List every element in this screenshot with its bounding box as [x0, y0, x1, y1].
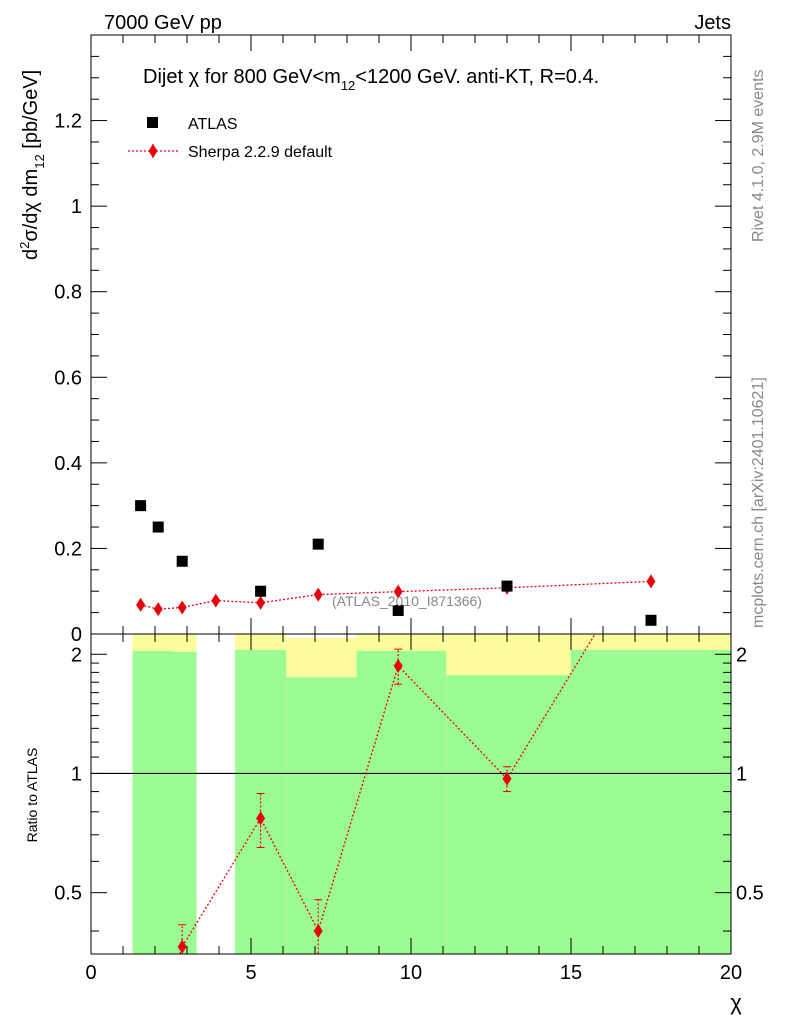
ratio-band-inner	[571, 650, 731, 954]
legend-sherpa-marker	[148, 144, 158, 158]
main-ytick-label: 0.8	[54, 282, 82, 304]
sherpa-point	[153, 602, 163, 617]
header-process-label: Jets	[694, 12, 731, 34]
ratio-band-inner	[446, 675, 571, 954]
main-title-part-1: Dijet χ for 800 GeV<m	[143, 66, 341, 88]
sherpa-point	[136, 597, 146, 612]
header-energy-label: 7000 GeV pp	[104, 12, 222, 34]
main-ytick-label: 0.2	[54, 538, 82, 560]
atlas-point	[135, 500, 147, 512]
ratio-ytick-label: 2	[71, 644, 82, 666]
analysis-id-label: (ATLAS_2010_I871366)	[332, 593, 482, 609]
ratio-panel-frame	[90, 633, 732, 955]
main-panel-frame	[90, 34, 732, 635]
atlas-point	[312, 538, 324, 550]
ratio-data-marks	[177, 634, 596, 954]
ratio-band-inner	[171, 651, 197, 954]
y-label-subscript: 12	[32, 154, 47, 168]
ratio-y-axis-label: Ratio to ATLAS	[24, 748, 40, 843]
ratio-ytick-label-right: 0.5	[736, 883, 764, 905]
sherpa-point	[646, 574, 656, 589]
ratio-point	[393, 658, 403, 673]
ratio-ytick-label: 0.5	[54, 883, 82, 905]
legend-atlas-label: ATLAS	[188, 116, 238, 133]
sherpa-point	[393, 584, 403, 599]
main-ytick-label: 0.4	[54, 453, 82, 475]
ratio-point	[313, 924, 323, 939]
main-data-marks	[135, 500, 657, 626]
main-ytick-label: 1	[71, 196, 82, 218]
ratio-point	[502, 771, 512, 786]
ratio-point	[256, 811, 266, 826]
mcplots-credit-label: mcplots.cern.ch [arXiv:2401.10621]	[750, 377, 767, 628]
main-title: Dijet χ for 800 GeV<m12<1200 GeV. anti-K…	[143, 66, 599, 93]
ratio-ytick-label-right: 1	[736, 763, 747, 785]
y-label-superscript: 2	[17, 242, 32, 249]
y-label-part-b: σ/dχ dm	[20, 169, 42, 242]
ratio-xtick-label: 20	[720, 962, 742, 984]
main-ytick-label: 0	[71, 624, 82, 646]
main-ytick-label: 0.6	[54, 367, 82, 389]
atlas-point	[255, 585, 267, 597]
sherpa-point	[211, 593, 221, 608]
main-axis-ticks: 0 0.2 0.4 0.6 0.8 1 1.2	[54, 35, 732, 646]
y-label-part-c: [pb/GeV]	[20, 70, 42, 155]
main-ytick-label: 1.2	[54, 111, 82, 133]
ratio-xtick-label: 0	[85, 962, 96, 984]
legend-sherpa-label: Sherpa 2.2.9 default	[188, 144, 333, 161]
atlas-point	[645, 614, 657, 626]
ratio-xtick-label: 10	[400, 962, 422, 984]
ratio-xtick-label: 5	[245, 962, 256, 984]
sherpa-point	[313, 587, 323, 602]
sherpa-point	[256, 595, 266, 610]
ratio-clipped-group	[177, 634, 596, 954]
ratio-axis-ticks: 0.5 0.51 12 20 5 10 15 20	[54, 634, 764, 984]
sherpa-point	[177, 600, 187, 615]
y-label-part-a: d	[20, 249, 42, 260]
legend-atlas-marker	[147, 117, 158, 128]
atlas-point	[176, 555, 188, 567]
rivet-version-label: Rivet 4.1.0, 2.9M events	[750, 69, 767, 242]
ratio-band-inner	[286, 677, 357, 954]
main-title-subscript: 12	[341, 78, 355, 93]
x-axis-label: χ	[730, 990, 742, 1015]
main-y-axis-label: d2σ/dχ dm12 [pb/GeV]	[17, 70, 47, 260]
ratio-ytick-label: 1	[71, 763, 82, 785]
atlas-point	[501, 580, 513, 592]
main-title-part-2: <1200 GeV. anti-KT, R=0.4.	[355, 66, 599, 88]
ratio-series-line	[179, 634, 596, 954]
atlas-point	[392, 604, 404, 616]
ratio-ytick-label-right: 2	[736, 644, 747, 666]
ratio-point	[177, 939, 187, 954]
ratio-uncertainty-bands	[132, 634, 731, 954]
ratio-xtick-label: 15	[560, 962, 582, 984]
atlas-point	[152, 521, 164, 533]
ratio-band-inner	[132, 650, 171, 954]
ratio-band-inner	[356, 650, 447, 954]
